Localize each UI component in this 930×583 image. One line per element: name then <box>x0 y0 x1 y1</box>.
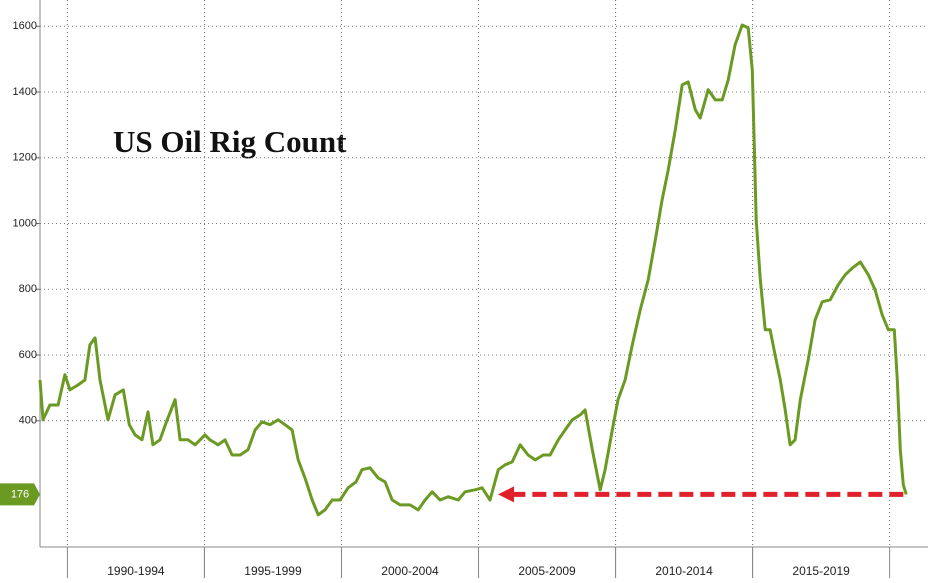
chart-title: US Oil Rig Count <box>113 124 347 159</box>
x-band-label: 2010-2014 <box>655 564 713 578</box>
x-band-label: 2015-2019 <box>792 564 850 578</box>
y-tick-label: 1000 <box>13 217 37 229</box>
x-band-label: 2000-2004 <box>381 564 439 578</box>
x-band-label: 2005-2009 <box>518 564 576 578</box>
last-value-label: 176 <box>11 488 29 500</box>
y-tick-label: 400 <box>19 415 37 427</box>
level-arrow-head <box>498 486 514 503</box>
last-value-box <box>0 483 40 506</box>
y-tick-label: 800 <box>19 283 37 295</box>
y-tick-label: 1200 <box>13 152 37 164</box>
x-band-label: 1995-1999 <box>244 564 302 578</box>
x-band-label: 1990-1994 <box>107 564 165 578</box>
y-tick-label: 1400 <box>13 86 37 98</box>
series-line <box>38 23 908 517</box>
y-tick-label: 1600 <box>13 20 37 32</box>
y-tick-label: 600 <box>19 349 37 361</box>
